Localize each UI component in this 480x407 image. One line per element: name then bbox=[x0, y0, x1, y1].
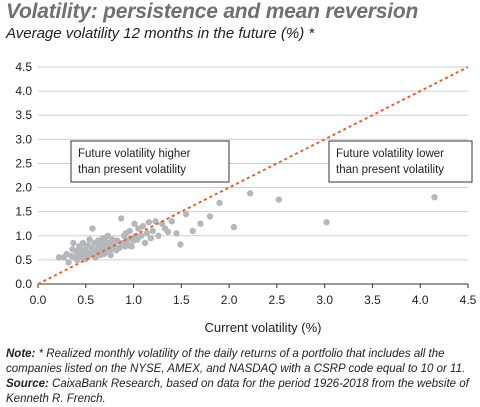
data-point bbox=[168, 218, 175, 225]
data-point bbox=[431, 194, 438, 201]
diagonal-reference-line bbox=[37, 66, 469, 285]
data-point bbox=[246, 190, 254, 197]
y-tick-label: 1.5 bbox=[15, 205, 32, 219]
data-point bbox=[145, 219, 153, 226]
data-point bbox=[107, 251, 114, 259]
annotation-box bbox=[328, 140, 473, 183]
data-point bbox=[65, 259, 72, 266]
data-point bbox=[86, 236, 93, 243]
data-point bbox=[173, 230, 180, 237]
data-point bbox=[197, 220, 204, 227]
data-point bbox=[89, 225, 96, 232]
annotation-text: Future volatility lower bbox=[336, 148, 444, 160]
data-point bbox=[131, 220, 138, 227]
source-text: CaixaBank Research, based on data for th… bbox=[6, 378, 469, 405]
y-tick-label: 4.0 bbox=[15, 84, 32, 98]
data-point bbox=[189, 227, 196, 235]
x-tick-label: 3.0 bbox=[316, 293, 333, 307]
x-tick-label: 4.0 bbox=[412, 293, 429, 307]
y-tick-label: 1.0 bbox=[15, 229, 32, 243]
data-point bbox=[141, 239, 149, 247]
x-tick-label: 0.5 bbox=[77, 293, 94, 307]
data-point bbox=[104, 232, 111, 239]
data-point bbox=[117, 215, 125, 222]
y-tick-label: 2.5 bbox=[15, 156, 32, 170]
data-point bbox=[70, 239, 77, 247]
data-point bbox=[216, 199, 223, 207]
annotation-text: than present volatility bbox=[78, 164, 186, 176]
data-point bbox=[323, 219, 330, 226]
x-tick-label: 1.0 bbox=[125, 293, 142, 307]
y-tick-label: 0.5 bbox=[15, 253, 32, 267]
x-tick-label: 3.5 bbox=[364, 293, 381, 307]
data-point bbox=[147, 234, 154, 242]
x-axis-title: Current volatility (%) bbox=[204, 320, 321, 335]
annotation-text: Future volatility higher bbox=[78, 148, 191, 160]
data-point bbox=[143, 230, 151, 237]
y-tick-label: 3.0 bbox=[15, 132, 32, 146]
y-tick-label: 4.5 bbox=[15, 60, 32, 74]
y-tick-label: 2.0 bbox=[15, 181, 32, 195]
data-point bbox=[109, 236, 116, 243]
data-point bbox=[164, 228, 172, 236]
data-point bbox=[155, 232, 162, 239]
y-tick-label: 3.5 bbox=[15, 108, 32, 122]
x-tick-label: 1.5 bbox=[173, 293, 190, 307]
chart-subtitle: Average volatility 12 months in the futu… bbox=[6, 25, 315, 42]
source-label: Source: bbox=[6, 378, 53, 390]
note-label: Note: bbox=[6, 348, 39, 360]
x-tick-label: 2.5 bbox=[269, 293, 286, 307]
chart-title: Volatility: persistence and mean reversi… bbox=[6, 0, 419, 23]
data-point bbox=[126, 227, 133, 235]
y-tick-label: 0.0 bbox=[15, 277, 32, 291]
data-point bbox=[230, 223, 238, 231]
data-point bbox=[149, 227, 156, 235]
data-point bbox=[55, 254, 63, 261]
data-point bbox=[275, 196, 282, 203]
x-tick-label: 0.0 bbox=[30, 293, 47, 307]
data-point bbox=[139, 222, 147, 230]
note-text: * Realized monthly volatility of the dai… bbox=[6, 348, 466, 375]
data-point bbox=[79, 239, 87, 247]
data-point bbox=[138, 232, 145, 239]
annotation-box bbox=[70, 140, 230, 183]
data-point bbox=[182, 210, 190, 218]
scatter-chart: 0.0 0.5 1.0 1.5 2.0 2.5 3.0 3.5 4.0 4.5 0.0 0.5 1.0 1… bbox=[15, 60, 477, 335]
data-point bbox=[128, 243, 135, 250]
chart-footnote: Note: * Realized monthly volatility of t… bbox=[6, 347, 476, 407]
data-point bbox=[135, 225, 142, 232]
data-point bbox=[177, 241, 184, 248]
data-point bbox=[159, 220, 166, 227]
annotation-text: than present volatility bbox=[336, 164, 444, 176]
x-tick-label: 2.0 bbox=[221, 293, 238, 307]
x-tick-label: 4.5 bbox=[460, 293, 477, 307]
data-point bbox=[206, 213, 214, 220]
data-point bbox=[116, 244, 123, 252]
